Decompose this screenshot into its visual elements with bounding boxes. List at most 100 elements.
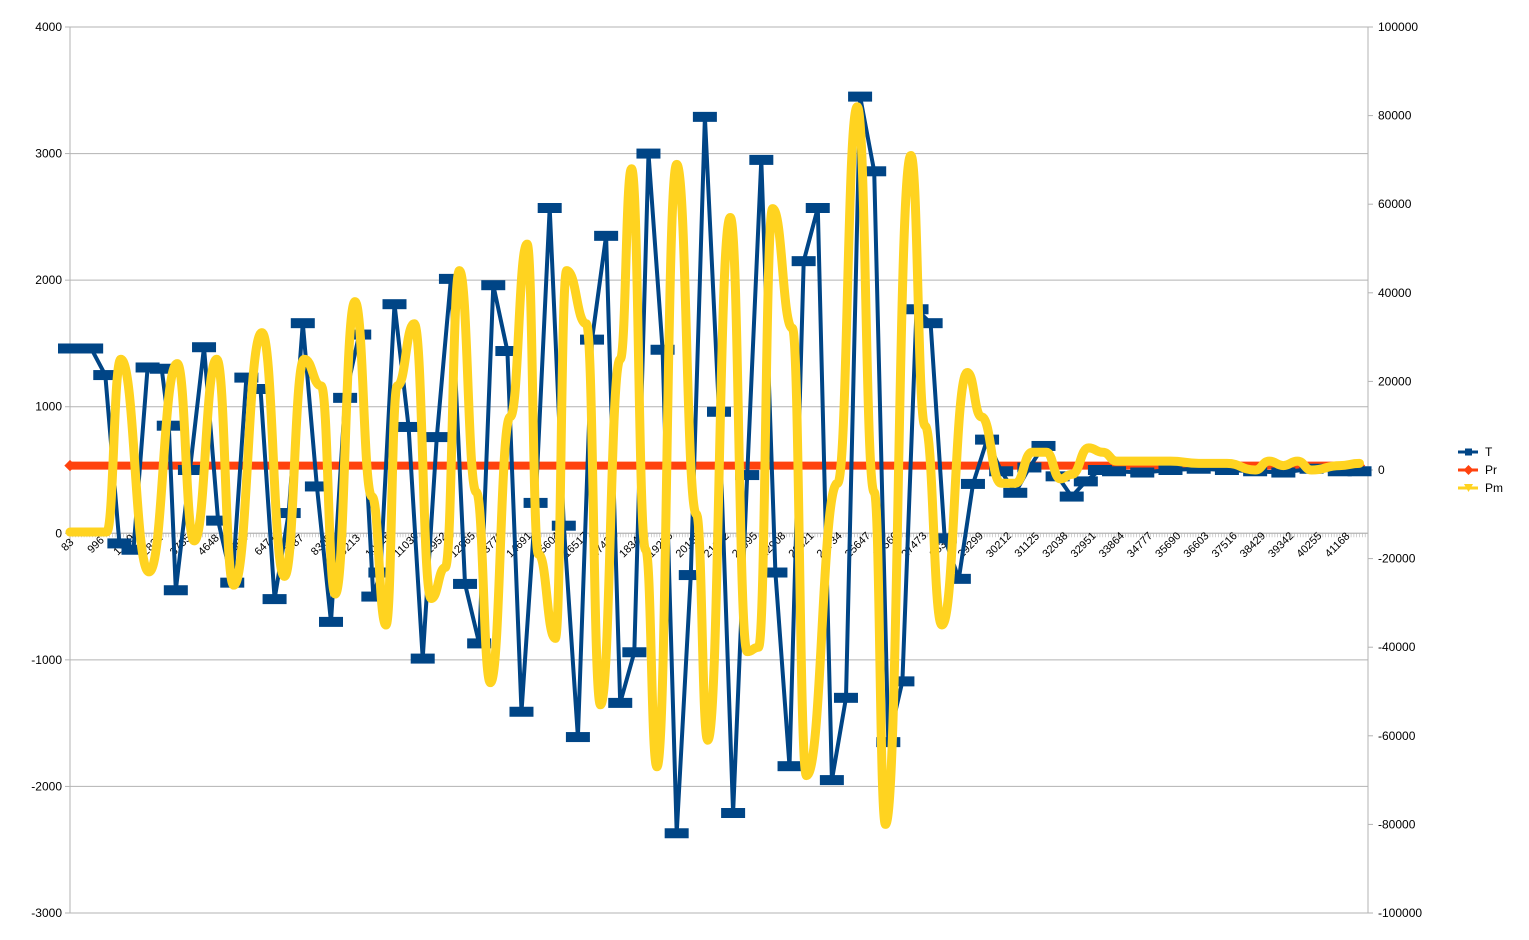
data-point-T — [121, 544, 146, 555]
data-point-T — [107, 538, 132, 549]
y-tick-label: 2000 — [35, 273, 62, 287]
data-point-T — [819, 775, 844, 786]
data-point-T — [622, 647, 647, 658]
data-point-T — [1347, 466, 1372, 477]
data-point-T — [163, 585, 188, 596]
data-point-T — [608, 697, 633, 708]
data-point-T — [481, 280, 506, 291]
data-point-T — [862, 166, 887, 177]
data-point-T — [1327, 466, 1352, 477]
data-point-T — [79, 343, 104, 354]
data-point-T — [594, 230, 619, 241]
data-point-T — [650, 344, 675, 355]
data-point-T — [960, 478, 985, 489]
legend-marker-T — [1465, 448, 1472, 456]
y2-tick-label: -20000 — [1378, 552, 1416, 566]
data-point-T — [438, 273, 463, 284]
data-point-T — [1059, 491, 1084, 502]
y-tick-label: 4000 — [35, 20, 62, 34]
x-tick-label: 32038 — [1040, 530, 1070, 560]
data-point-T — [791, 256, 816, 267]
data-point-T — [396, 421, 421, 432]
data-point-T — [248, 383, 273, 394]
y-tick-label: -3000 — [31, 906, 62, 920]
data-point-T — [1158, 465, 1183, 475]
y2-tick-label: -100000 — [1378, 906, 1422, 920]
y2-tick-label: 0 — [1378, 463, 1385, 477]
x-tick-label: 38429 — [1238, 530, 1268, 560]
legend-label-T: T — [1485, 445, 1493, 459]
y-axis-left-ticks: 4000 3000 2000 1000 0 -1000 -2000 -3000 — [31, 20, 62, 920]
data-point-T — [467, 638, 492, 649]
x-tick-label: 39342 — [1266, 530, 1296, 560]
x-tick-label: 35690 — [1153, 530, 1183, 560]
x-tick-label: 27473 — [899, 530, 929, 560]
y2-tick-label: 100000 — [1378, 20, 1418, 34]
y2-tick-label: 20000 — [1378, 374, 1412, 388]
y-tick-label: 3000 — [35, 147, 62, 161]
data-point-T — [361, 591, 386, 602]
data-point-T — [1073, 476, 1098, 487]
y-tick-label: 1000 — [35, 400, 62, 414]
x-tick-label: 37516 — [1210, 530, 1240, 560]
data-point-T — [1102, 466, 1127, 477]
data-point-T — [565, 732, 590, 743]
data-point-T — [192, 342, 217, 353]
data-point-T — [692, 111, 717, 122]
data-point-T — [1214, 465, 1239, 475]
y2-tick-label: 40000 — [1378, 286, 1412, 300]
x-tick-label: 41168 — [1323, 530, 1353, 560]
data-point-T — [424, 432, 449, 443]
data-point-T — [290, 318, 315, 329]
data-point-T — [749, 154, 774, 165]
data-point-T — [537, 202, 562, 213]
y2-tick-label: -40000 — [1378, 640, 1416, 654]
data-point-T — [848, 91, 873, 102]
data-point-T — [495, 346, 520, 357]
data-point-T — [262, 594, 287, 605]
y-tick-label: -2000 — [31, 779, 62, 793]
data-point-T — [135, 362, 160, 373]
y-axis-right-ticks: 100000 80000 60000 40000 20000 0 -20000 -40000 -… — [1378, 20, 1422, 920]
data-point-T — [890, 676, 915, 687]
x-tick-label: 14691 — [504, 530, 534, 560]
legend-marker-Pr — [1463, 465, 1474, 475]
data-point-T — [763, 567, 788, 578]
data-point-T — [304, 481, 329, 492]
x-tick-label: 34777 — [1125, 530, 1155, 560]
data-point-T — [989, 466, 1014, 477]
legend-label-Pm: Pm — [1485, 481, 1503, 495]
y2-tick-label: -60000 — [1378, 729, 1416, 743]
data-point-T — [664, 828, 689, 839]
series-line-Pm — [65, 102, 1365, 829]
data-point-T — [735, 470, 760, 481]
data-point-T — [149, 363, 174, 374]
y-tick-label: 0 — [55, 526, 62, 540]
data-point-T — [93, 370, 118, 381]
data-point-T — [1017, 462, 1042, 473]
x-tick-label: 30212 — [984, 530, 1014, 560]
data-point-T — [777, 761, 802, 772]
data-point-T — [833, 692, 858, 703]
y2-tick-label: 80000 — [1378, 109, 1412, 123]
x-tick-label: 36603 — [1182, 530, 1212, 560]
data-point-T — [932, 533, 957, 544]
data-point-T — [678, 570, 703, 581]
data-point-T — [509, 706, 534, 717]
data-point-T — [805, 202, 830, 213]
legend-label-Pr: Pr — [1485, 463, 1497, 477]
x-tick-label: 996 — [85, 534, 106, 555]
x-tick-label: 31125 — [1012, 530, 1042, 560]
data-point-T — [234, 372, 259, 383]
series-Pm — [65, 102, 1365, 829]
y2-tick-label: -80000 — [1378, 817, 1416, 831]
data-point-T — [1271, 467, 1296, 478]
data-point-T — [721, 808, 746, 819]
legend: T Pr Pm — [1458, 445, 1503, 495]
data-point-T — [1031, 440, 1056, 451]
legend-marker-Pm — [1464, 484, 1473, 492]
x-tick-label: 32951 — [1069, 530, 1099, 560]
data-point-T — [1087, 465, 1112, 475]
data-point-T — [636, 148, 661, 159]
